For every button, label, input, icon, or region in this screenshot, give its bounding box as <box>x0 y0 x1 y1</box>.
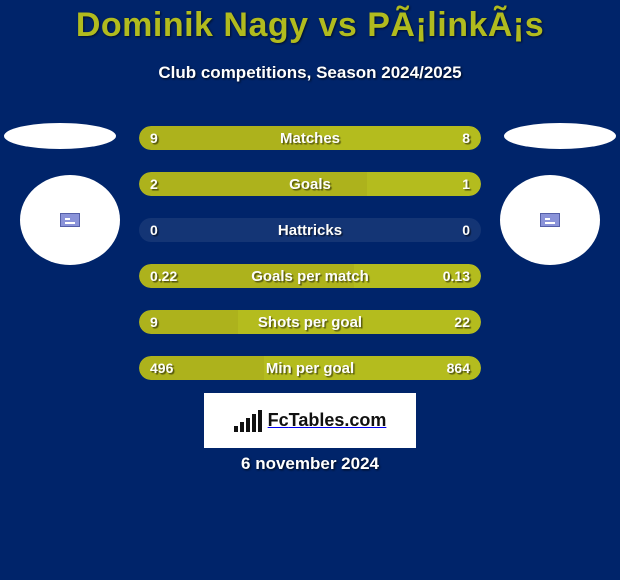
stat-label: Hattricks <box>139 218 481 242</box>
stat-row: 0 0Hattricks <box>139 218 481 242</box>
stat-bar-right <box>367 172 481 196</box>
stat-bar-right <box>320 126 481 150</box>
stat-bar-left <box>139 172 367 196</box>
stat-bar-left <box>139 356 264 380</box>
page-title: Dominik Nagy vs PÃ¡linkÃ¡s <box>0 0 620 45</box>
left-team-disc <box>20 175 120 265</box>
right-team-ellipse <box>504 123 616 149</box>
subtitle: Club competitions, Season 2024/2025 <box>0 63 620 83</box>
image-placeholder-icon <box>60 213 80 227</box>
stat-bar-right <box>264 356 481 380</box>
stat-value-right: 0 <box>462 218 470 242</box>
stat-bar-right <box>354 264 481 288</box>
stats-bar-chart: 98Matches 21Goals 0 0Hattricks 0.220.13Goals… <box>139 126 481 402</box>
stat-value-left: 0 <box>150 218 158 242</box>
stat-row: 496864Min per goal <box>139 356 481 380</box>
bar-chart-icon <box>234 410 262 432</box>
fctables-logo-link[interactable]: FcTables.com <box>204 393 416 448</box>
logo-text: FcTables.com <box>268 410 387 431</box>
date-label: 6 november 2024 <box>0 454 620 474</box>
stat-row: 98Matches <box>139 126 481 150</box>
stat-row: 922Shots per goal <box>139 310 481 334</box>
image-placeholder-icon <box>540 213 560 227</box>
left-team-ellipse <box>4 123 116 149</box>
stat-bar-left <box>139 310 238 334</box>
stat-row: 21Goals <box>139 172 481 196</box>
stat-bar-left <box>139 264 354 288</box>
stat-bar-left <box>139 126 320 150</box>
stat-bar-right <box>238 310 481 334</box>
stat-row: 0.220.13Goals per match <box>139 264 481 288</box>
right-team-disc <box>500 175 600 265</box>
